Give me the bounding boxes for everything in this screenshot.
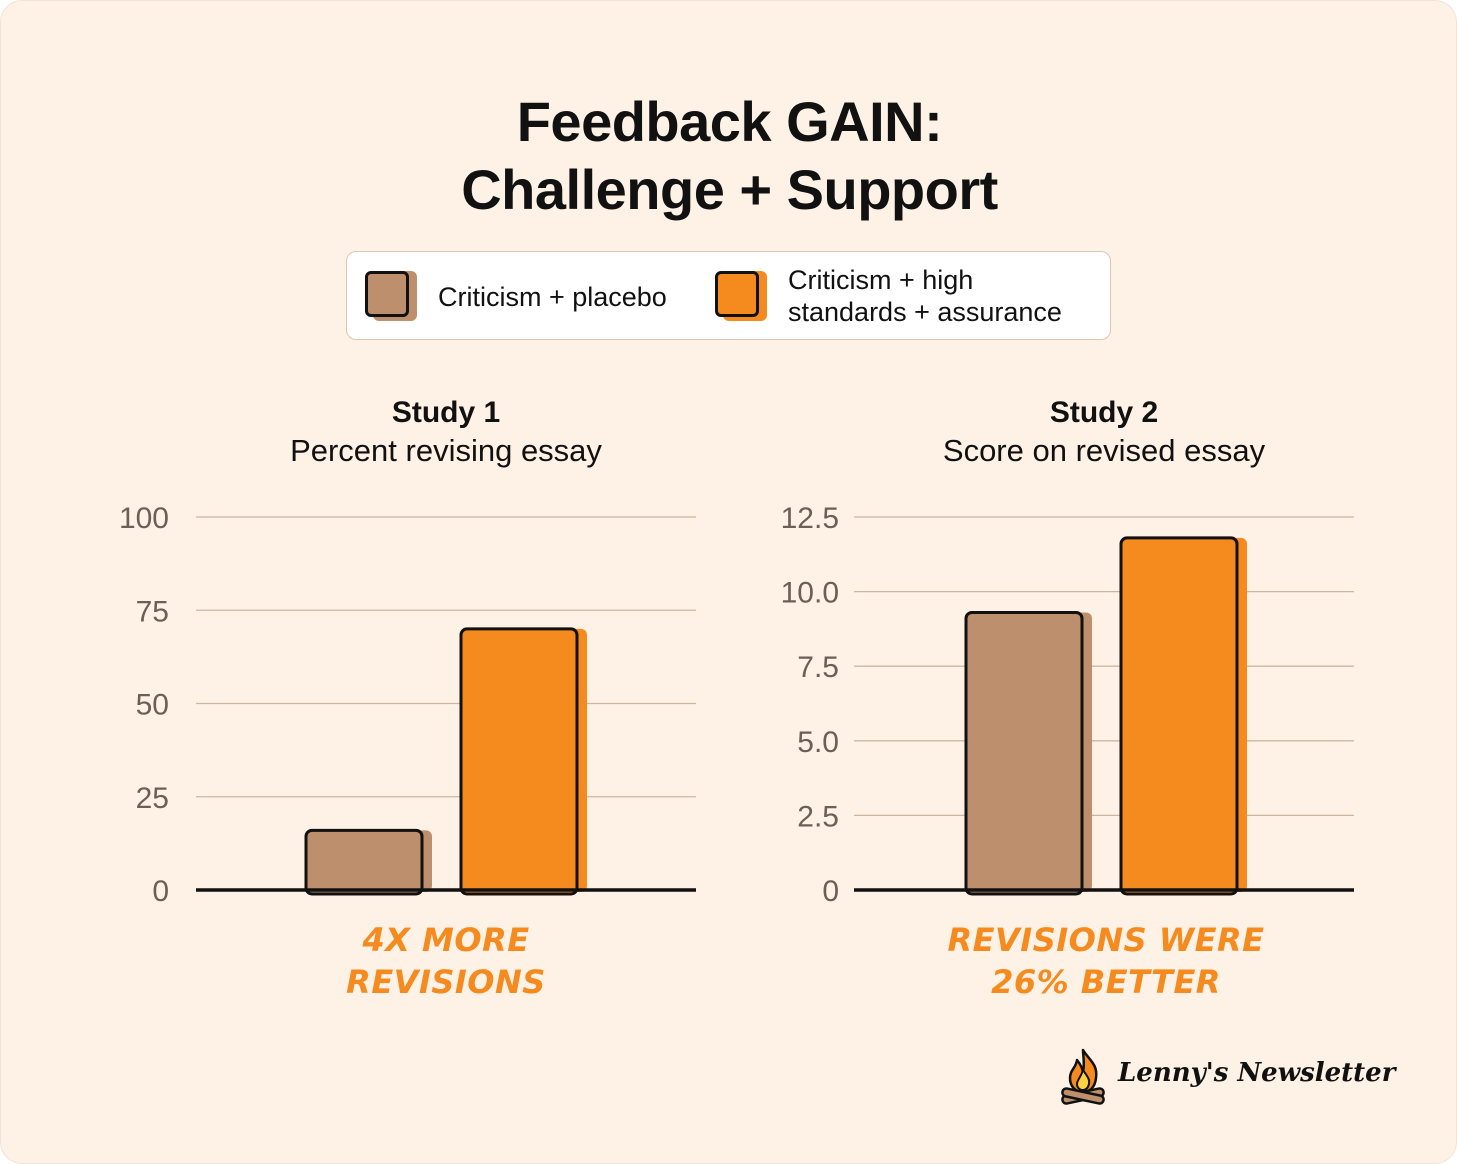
bar-shadow (471, 628, 587, 892)
chart-2-subtitle: Score on revised essay (942, 433, 1266, 468)
bar-0 (964, 610, 1084, 896)
y-tick-label: 5.0 (797, 726, 839, 759)
y-tick-label: 10.0 (781, 577, 839, 610)
chart-2-header: Study 2 Score on revised essay (854, 394, 1354, 470)
y-tick-label: 0 (152, 875, 169, 908)
y-tick-label: 25 (136, 782, 169, 815)
y-tick-label: 100 (119, 502, 169, 535)
y-tick-label: 0 (822, 875, 839, 908)
bar-1 (459, 627, 579, 896)
chart-1-title: Study 1 (391, 396, 501, 429)
chart-1-callout-line-1: 4X MORE (362, 921, 530, 959)
bar-0 (304, 828, 424, 896)
chart-2-title: Study 2 (1049, 396, 1159, 429)
brand: Lenny's Newsletter (1056, 1046, 1395, 1108)
bar-shadow (316, 830, 432, 892)
bar-shadow (1131, 537, 1247, 892)
y-tick-label: 50 (136, 689, 169, 722)
legend-label-assurance-line-1: Criticism + high (788, 265, 974, 295)
title-line-1: Feedback GAIN: (516, 90, 943, 153)
chart-2-callout-line-2: 26% BETTER (991, 963, 1221, 1001)
legend: Criticism + placebo Criticism + high sta… (346, 251, 1111, 340)
y-tick-label: 2.5 (797, 800, 839, 833)
brand-name: Lenny's Newsletter (1118, 1058, 1396, 1088)
legend-swatch-placebo (365, 271, 417, 321)
chart-1-header: Study 1 Percent revising essay (196, 394, 696, 470)
chart-1-subtitle: Percent revising essay (290, 433, 602, 468)
y-tick-label: 75 (136, 595, 169, 628)
campfire-icon (1061, 1048, 1105, 1105)
chart-2-callout-line-1: REVISIONS WERE (947, 921, 1265, 959)
chart-2-callout: REVISIONS WERE 26% BETTER (906, 919, 1306, 1003)
legend-label-assurance-line-2: standards + assurance (788, 297, 1062, 327)
y-tick-label: 7.5 (797, 651, 839, 684)
title-line-2: Challenge + Support (461, 158, 998, 221)
chart-1-callout: 4X MORE REVISIONS (271, 919, 621, 1003)
y-tick-label: 12.5 (781, 502, 839, 535)
bar-shadow (976, 612, 1092, 892)
bar-1 (1119, 536, 1239, 896)
legend-swatch-assurance (715, 271, 767, 321)
chart-1-callout-line-2: REVISIONS (346, 963, 546, 1001)
legend-label-placebo: Criticism + placebo (438, 282, 667, 312)
